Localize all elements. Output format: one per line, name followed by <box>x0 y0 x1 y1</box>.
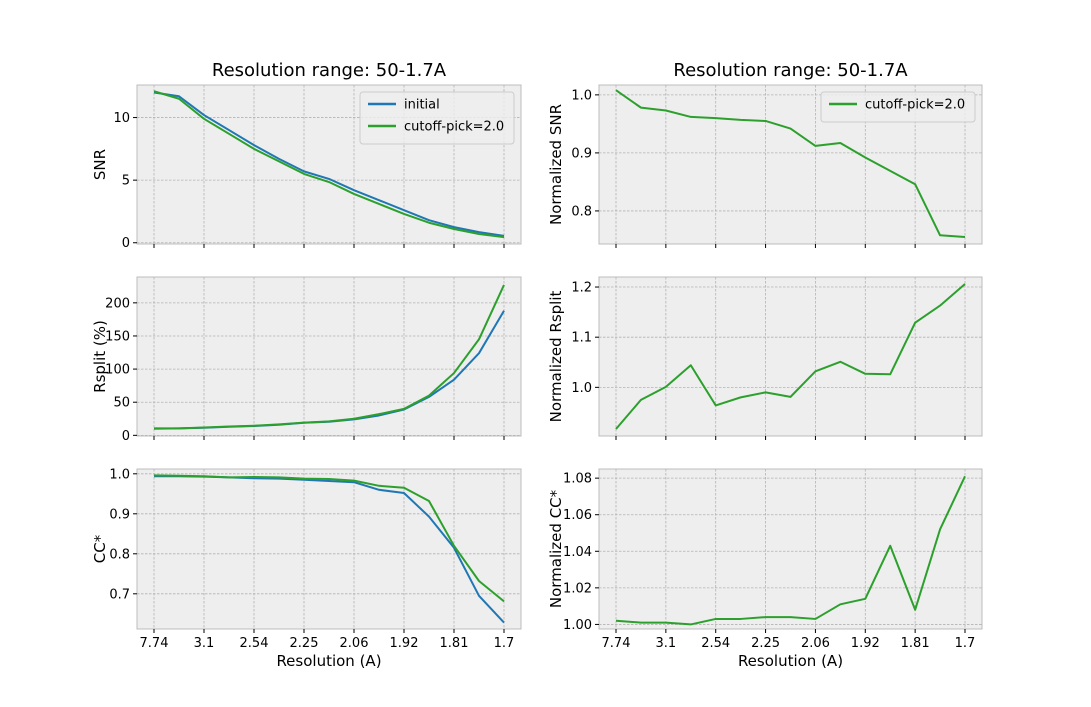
legend: initial cutoff-pick=2.0 <box>359 91 515 145</box>
x-tick-label: 3.1 <box>194 636 215 651</box>
y-tick-label: 1.08 <box>563 472 592 487</box>
x-tick-label: 2.06 <box>340 636 369 651</box>
y-tick-label: 1.02 <box>563 581 592 596</box>
series-line-cutoff-pick-2-0 <box>153 90 505 239</box>
y-axis-label: Normalized Rsplit <box>547 290 565 422</box>
subplot-title: Resolution range: 50-1.7A <box>673 60 908 81</box>
subplot-6: 7.74 3.1 2.54 2.25 2.06 1.92 1.81 1.7 1.00 1.02 1.… <box>547 468 983 670</box>
y-tick-label: 1.2 <box>571 281 592 296</box>
plot-area <box>599 469 982 629</box>
y-tick-label: 1.0 <box>109 467 130 482</box>
y-tick-label: 0.8 <box>109 547 130 562</box>
y-tick-label: 1.06 <box>563 508 592 523</box>
y-tick-label: 50 <box>113 396 130 411</box>
x-tick-label: 1.92 <box>390 636 419 651</box>
x-tick-label: 2.54 <box>701 636 730 651</box>
y-tick-label: 0.7 <box>109 587 130 602</box>
subplot-2: 0.8 0.9 1.0 Resolution range: 50-1.7A Normal… <box>547 60 983 248</box>
axes-frame <box>136 84 522 245</box>
axes-frame <box>598 276 983 437</box>
x-tick-label: 1.81 <box>901 636 930 651</box>
x-tick-label: 2.54 <box>240 636 269 651</box>
x-axis-label: Resolution (A) <box>276 652 381 670</box>
y-tick-label: 5 <box>122 174 130 189</box>
x-tick-label: 1.81 <box>440 636 469 651</box>
y-axis-label: Rsplit (%) <box>91 320 109 393</box>
x-tick-label: 1.92 <box>851 636 880 651</box>
subplot-1: 0 5 10 Resolution range: 50-1.7A SNR initial c… <box>91 60 522 251</box>
y-axis-label: Normalized CC* <box>547 489 565 608</box>
y-tick-label: 0 <box>122 429 130 444</box>
plot-area <box>137 277 521 436</box>
x-tick-label: 1.7 <box>494 636 515 651</box>
x-tick-label: 7.74 <box>602 636 631 651</box>
axes-frame <box>136 468 522 630</box>
legend-entry: initial <box>404 98 440 113</box>
series-line-initial <box>153 91 505 237</box>
subplot-3: 0 50 100 150 200 Rsplit (%) <box>91 276 522 444</box>
legend-entry: cutoff-pick=2.0 <box>404 120 504 135</box>
y-tick-label: 200 <box>105 296 130 311</box>
x-axis-label: Resolution (A) <box>738 652 843 670</box>
series-line-cutoff-pick-2-0 <box>153 474 505 603</box>
x-tick-label: 3.1 <box>656 636 677 651</box>
axes-frame <box>136 276 522 437</box>
y-tick-label: 1.00 <box>563 618 592 633</box>
x-tick-label: 1.7 <box>955 636 976 651</box>
x-tick-label: 2.25 <box>751 636 780 651</box>
y-tick-label: 0.9 <box>109 507 130 522</box>
y-tick-label: 1.04 <box>563 545 592 560</box>
series-line-cutoff-pick-2-0 <box>153 284 505 430</box>
plot-area <box>599 277 982 436</box>
y-tick-label: 150 <box>105 329 130 344</box>
y-tick-label: 10 <box>113 111 130 126</box>
x-tick-label: 2.25 <box>290 636 319 651</box>
y-tick-label: 1.1 <box>571 331 592 346</box>
series-line-cutoff-pick-2-0 <box>615 283 966 430</box>
y-tick-label: 0.9 <box>571 146 592 161</box>
x-tick-label: 2.06 <box>801 636 830 651</box>
y-tick-label: 1.0 <box>571 381 592 396</box>
subplot-4: 1.0 1.1 1.2 Normalized Rsplit <box>547 276 983 440</box>
axes-frame <box>598 468 983 630</box>
axes-frame <box>598 84 983 245</box>
y-tick-label: 100 <box>105 363 130 378</box>
y-axis-label: SNR <box>91 149 109 180</box>
legend-entry: cutoff-pick=2.0 <box>865 98 965 113</box>
y-axis-label: CC* <box>91 534 109 563</box>
y-axis-label: Normalized SNR <box>547 104 565 225</box>
legend: cutoff-pick=2.0 <box>820 91 976 123</box>
y-tick-label: 0 <box>122 236 130 251</box>
x-tick-label: 7.74 <box>140 636 169 651</box>
series-line-cutoff-pick-2-0 <box>615 475 966 626</box>
plot-area <box>137 469 521 629</box>
legend-box <box>359 91 515 145</box>
subplot-5: 7.74 3.1 2.54 2.25 2.06 1.92 1.81 1.7 0.7 0.8 0.9 1… <box>91 467 522 670</box>
y-tick-label: 0.8 <box>571 204 592 219</box>
legend-box <box>820 91 976 123</box>
series-line-cutoff-pick-2-0 <box>615 89 966 239</box>
y-tick-label: 1.0 <box>571 88 592 103</box>
subplot-title: Resolution range: 50-1.7A <box>212 60 447 81</box>
